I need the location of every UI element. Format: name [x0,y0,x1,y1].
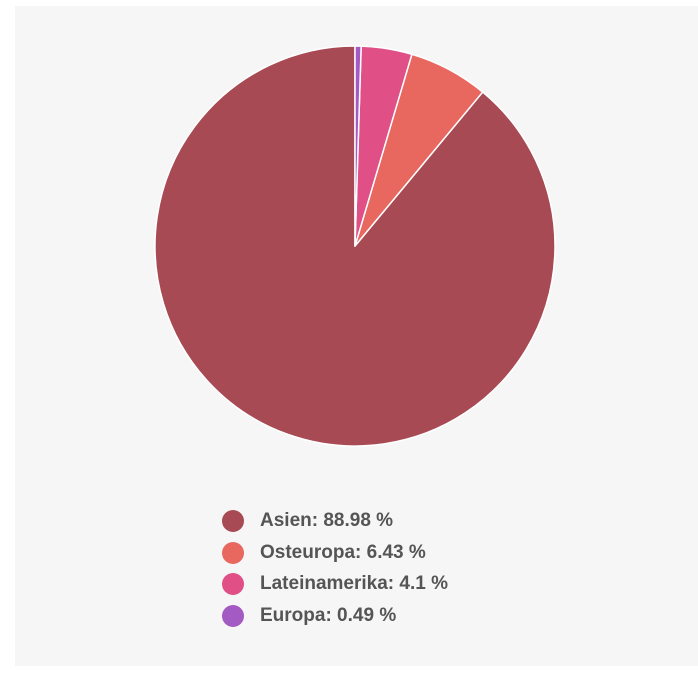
legend-item-asien[interactable]: Asien: 88.98 % [222,506,542,536]
legend-marker [222,604,244,627]
legend-marker [222,541,244,564]
legend-item-osteuropa[interactable]: Osteuropa: 6.43 % [222,538,542,568]
legend-label: Lateinamerika: 4.1 % [260,573,448,594]
pie-slice-europa[interactable] [354,45,362,247]
legend-label: Asien: 88.98 % [260,510,394,531]
legend-marker [222,510,244,532]
legend-label: Europa: 0.49 % [260,604,397,626]
pie-slice-asien[interactable] [154,45,556,447]
legend-item-lateinamerika[interactable]: Lateinamerika: 4.1 % [222,569,542,599]
legend-label: Osteuropa: 6.43 % [260,541,426,563]
legend: Asien: 88.98 % Osteuropa: 6.43 % Lateiname… [222,506,542,632]
pie-slices [154,45,556,447]
legend-marker [222,573,244,595]
legend-item-europa[interactable]: Europa: 0.49 % [222,601,542,631]
